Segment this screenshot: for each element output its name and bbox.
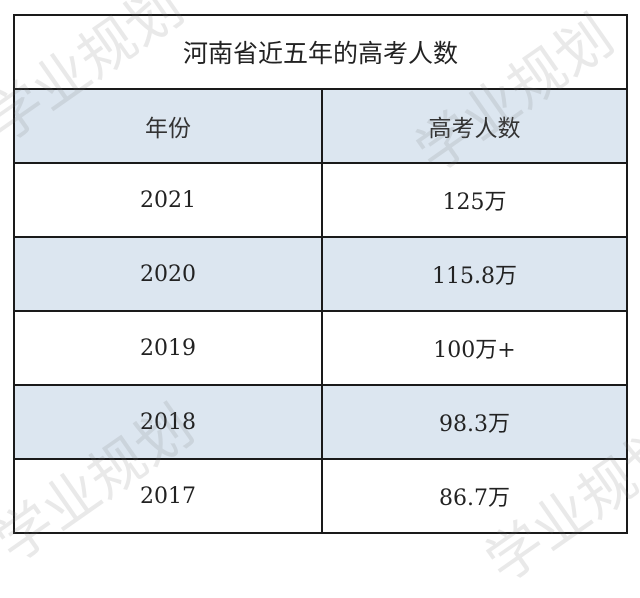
table-title: 河南省近五年的高考人数: [13, 14, 628, 90]
table-row: 2017 86.7万: [13, 458, 628, 534]
header-row: 年份 高考人数: [13, 88, 628, 164]
cell-count: 115.8万: [321, 236, 628, 312]
header-count: 高考人数: [321, 88, 628, 164]
exam-count-table: 河南省近五年的高考人数 年份 高考人数 2021 125万 2020 115.8…: [13, 14, 628, 534]
cell-count: 98.3万: [321, 384, 628, 460]
cell-year: 2020: [13, 236, 323, 312]
cell-year: 2021: [13, 162, 323, 238]
header-year: 年份: [13, 88, 323, 164]
cell-year: 2019: [13, 310, 323, 386]
table-title-row: 河南省近五年的高考人数: [13, 14, 628, 90]
cell-count: 86.7万: [321, 458, 628, 534]
table-row: 2021 125万: [13, 162, 628, 238]
cell-count: 125万: [321, 162, 628, 238]
table-row: 2018 98.3万: [13, 384, 628, 460]
cell-count: 100万+: [321, 310, 628, 386]
cell-year: 2018: [13, 384, 323, 460]
table-row: 2020 115.8万: [13, 236, 628, 312]
table-row: 2019 100万+: [13, 310, 628, 386]
cell-year: 2017: [13, 458, 323, 534]
